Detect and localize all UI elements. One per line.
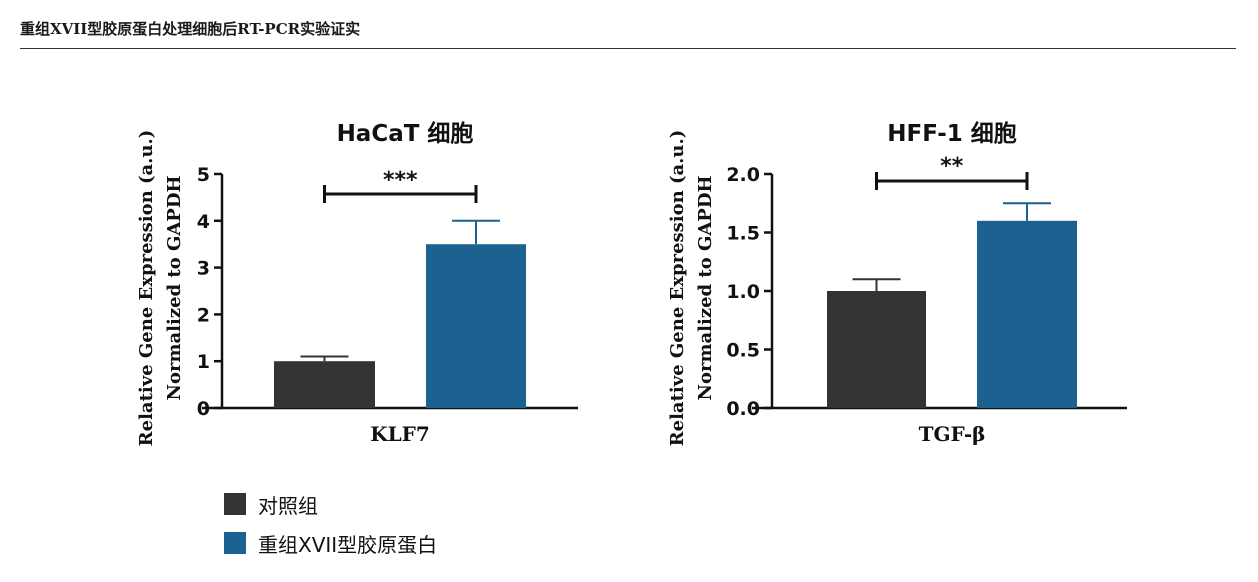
y-tick-label: 1 [197,351,210,373]
bar-control [274,361,375,408]
legend-label-treatment: 重组XVII型胶原蛋白 [258,532,438,557]
x-axis-label: KLF7 [370,422,430,446]
legend: 对照组 重组XVII型胶原蛋白 [224,487,437,565]
y-tick-label: 2.0 [726,164,760,186]
legend-item-treatment: 重组XVII型胶原蛋白 [224,526,437,560]
bar-control [827,291,926,408]
y-axis-label-line1: Relative Gene Expression (a.u.) [667,130,688,447]
legend-label-control: 对照组 [258,493,318,518]
y-axis-label-line1: Relative Gene Expression (a.u.) [136,130,157,447]
significance-label: *** [383,168,418,193]
title-divider [20,48,1236,49]
y-tick-label: 1.5 [726,223,760,245]
legend-swatch-treatment [224,532,246,554]
significance-label: ** [940,154,964,179]
y-tick-label: 5 [197,164,210,186]
y-axis-label-line2: Normalized to GAPDH [164,176,185,401]
chart-title: HaCaT 细胞 [337,120,474,147]
y-tick-label: 1.0 [726,281,760,303]
legend-swatch-control [224,493,246,515]
x-axis-label: TGF-β [919,422,986,446]
legend-item-control: 对照组 [224,487,437,521]
y-tick-label: 2 [197,304,210,326]
y-axis-label-line2: Normalized to GAPDH [695,176,716,401]
y-tick-label: 4 [197,211,210,233]
y-tick-label: 0.5 [726,340,760,362]
chart-title: HFF-1 细胞 [887,120,1017,147]
y-tick-label: 0.0 [726,398,760,420]
y-tick-label: 3 [197,258,210,280]
bar-treatment [977,220,1077,408]
bar-treatment [426,244,526,408]
page-title: 重组XVII型胶原蛋白处理细胞后RT-PCR实验证实 [20,20,361,38]
